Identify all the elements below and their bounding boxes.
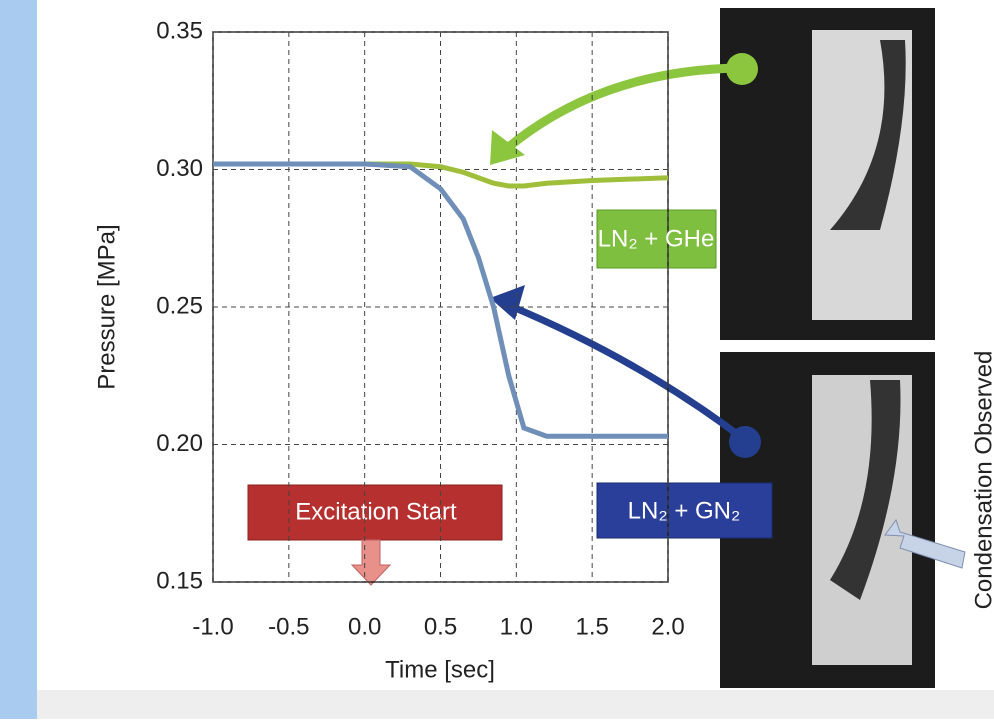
x-tick-label: -1.0 (192, 613, 233, 640)
x-tick-label: 1.0 (500, 613, 533, 640)
annotation: Condensation Observed (970, 351, 994, 610)
x-tick-label: 0.5 (424, 613, 457, 640)
legend-entry: LN₂ + GHe (598, 225, 715, 252)
green-arrow (502, 63, 741, 154)
ghe-box (596, 209, 717, 269)
x-tick-label: -0.5 (268, 613, 309, 640)
annotation: Excitation Start (295, 498, 457, 525)
blue-dot (729, 426, 761, 458)
y-tick-label: 0.30 (156, 155, 203, 182)
blue-arrow (506, 301, 748, 443)
x-tick-label: 2.0 (651, 613, 684, 640)
y-tick-label: 0.25 (156, 292, 203, 319)
photo-top-liquid (830, 40, 906, 230)
y-tick-label: 0.15 (156, 567, 203, 594)
side-band (0, 0, 37, 719)
series-line (213, 161, 669, 189)
y-tick-label: 0.20 (156, 430, 203, 457)
y-axis-label: Pressure [MPa] (93, 224, 120, 389)
pointer-arrow (884, 518, 966, 569)
legend-entry: LN₂ + GN₂ (628, 497, 741, 524)
series-line (213, 161, 668, 439)
bottom-strip (37, 690, 994, 719)
excitation-arrow (350, 539, 392, 586)
x-tick-label: 0.0 (348, 613, 381, 640)
x-tick-label: 1.5 (575, 613, 608, 640)
gn2-box (596, 482, 773, 539)
y-tick-label: 0.35 (156, 17, 203, 44)
photo-bottom-liquid (830, 380, 901, 600)
x-axis-label: Time [sec] (385, 656, 495, 683)
green-arrowhead (490, 130, 525, 165)
green-dot (726, 53, 758, 85)
